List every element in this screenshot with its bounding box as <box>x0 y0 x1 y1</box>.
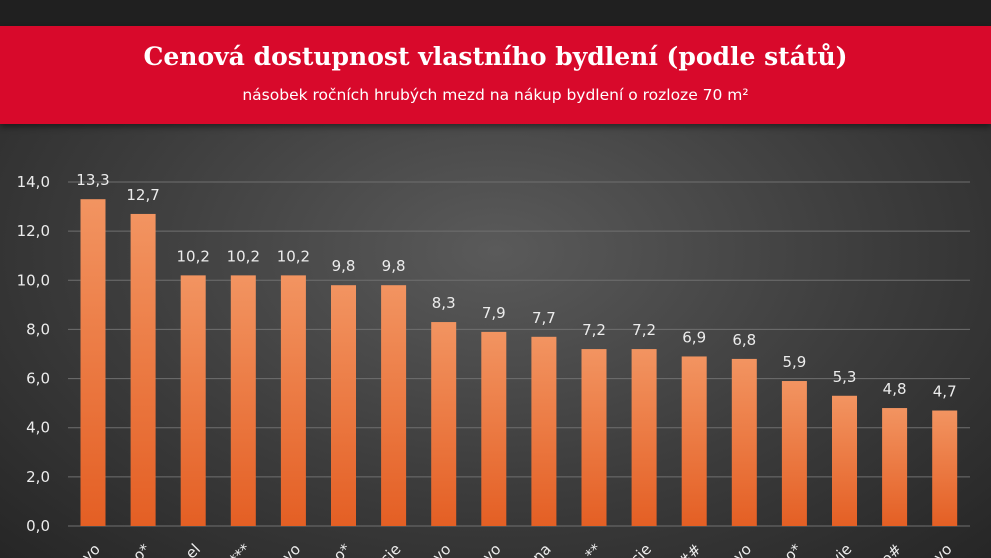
bar <box>381 285 407 526</box>
x-axis-categories: vo o* el *** vo o* sie vo vo na ** sie ## vo o* vie o# vo <box>78 540 955 558</box>
category-label: o* <box>129 540 154 558</box>
data-labels: 13,3 12,7 10,2 10,2 10,2 9,8 9,8 8,3 7,9 7,7 7,2 7,… <box>76 171 956 400</box>
data-label: 8,3 <box>432 294 456 312</box>
data-label: 9,8 <box>382 257 406 275</box>
data-label: 4,8 <box>883 380 907 398</box>
bar <box>932 410 958 526</box>
category-label: vo <box>930 540 956 558</box>
bar <box>180 275 206 526</box>
bar <box>130 213 156 526</box>
y-tick-label: 14,0 <box>17 173 50 191</box>
category-label: vo <box>429 540 455 558</box>
data-label: 7,2 <box>632 321 656 339</box>
bars <box>80 199 958 526</box>
top-strip <box>0 0 991 26</box>
data-label: 6,8 <box>732 331 756 349</box>
data-label: 10,2 <box>277 247 310 265</box>
category-label: o# <box>877 540 905 558</box>
bar <box>80 199 106 526</box>
y-tick-label: 4,0 <box>26 419 50 437</box>
category-label: vo <box>479 540 505 558</box>
category-label: el <box>182 540 204 558</box>
category-label: vo <box>730 540 756 558</box>
category-label: na <box>529 540 555 558</box>
data-label: 5,3 <box>833 368 857 386</box>
category-label: *** <box>225 540 254 558</box>
bar <box>882 408 908 526</box>
data-label: 4,7 <box>933 383 957 401</box>
data-label: 10,2 <box>176 247 209 265</box>
bar <box>280 275 306 526</box>
bar <box>531 336 557 526</box>
data-label: 6,9 <box>682 328 706 346</box>
y-tick-label: 10,0 <box>17 271 50 289</box>
data-label: 13,3 <box>76 171 109 189</box>
data-label: 7,9 <box>482 304 506 322</box>
bar <box>431 322 457 526</box>
category-label: vo <box>78 540 104 558</box>
chart-title: Cenová dostupnost vlastního bydlení (pod… <box>143 42 848 71</box>
bar <box>230 275 256 526</box>
category-label: sie <box>627 540 655 558</box>
category-label: o* <box>330 540 355 558</box>
y-axis-ticks: 0,0 2,0 4,0 6,0 8,0 10,0 12,0 14,0 <box>17 173 50 535</box>
category-label: o* <box>781 540 806 558</box>
data-label: 7,7 <box>532 309 556 327</box>
category-label: sie <box>377 540 405 558</box>
bar <box>781 381 807 526</box>
bar <box>681 356 707 526</box>
y-tick-label: 8,0 <box>26 320 50 338</box>
y-tick-label: 2,0 <box>26 468 50 486</box>
title-banner: Cenová dostupnost vlastního bydlení (pod… <box>0 26 991 124</box>
grid-lines <box>68 181 970 527</box>
data-label: 9,8 <box>332 257 356 275</box>
category-label: vo <box>279 540 305 558</box>
data-label: 5,9 <box>782 353 806 371</box>
y-tick-label: 12,0 <box>17 222 50 240</box>
y-tick-label: 0,0 <box>26 517 50 535</box>
bar <box>631 349 657 526</box>
bar <box>331 285 356 526</box>
data-label: 10,2 <box>227 247 260 265</box>
category-label: ## <box>675 540 706 558</box>
bar <box>832 395 857 526</box>
category-label: vie <box>827 540 855 558</box>
data-label: 7,2 <box>582 321 606 339</box>
data-label: 12,7 <box>126 186 159 204</box>
bar <box>731 358 757 526</box>
bar <box>581 349 607 526</box>
category-label: ** <box>581 540 605 558</box>
bar <box>481 331 507 526</box>
y-tick-label: 6,0 <box>26 370 50 388</box>
chart-subtitle: násobek ročních hrubých mezd na nákup by… <box>242 86 749 104</box>
